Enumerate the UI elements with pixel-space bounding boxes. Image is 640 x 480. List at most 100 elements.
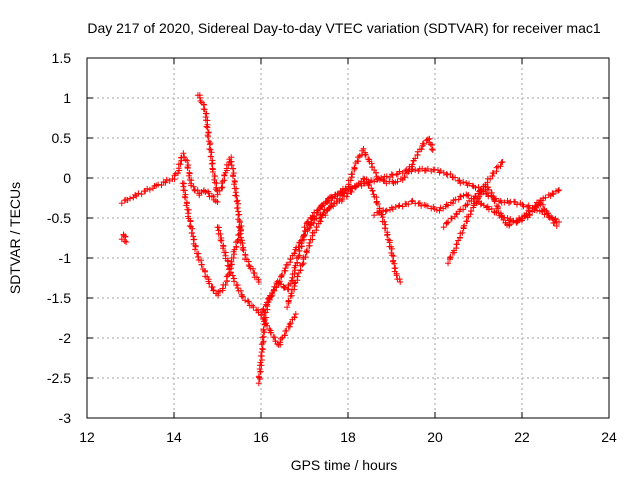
data-point [231,278,238,285]
data-point [388,245,395,252]
data-point [213,184,220,191]
data-point [259,334,266,341]
data-point [329,195,336,202]
data-point [364,180,371,187]
data-point [472,184,479,191]
data-point [452,174,459,181]
tick-label-layer: 12 14 16 18 20 22 24 1.5 1 0.5 0 -0.5 -1 -1.5 -2 -2.5 -3 [47,50,617,445]
data-point [118,236,125,243]
data-point [437,168,444,175]
data-point [245,262,252,269]
data-point [333,198,340,205]
data-point [298,243,305,250]
data-point [203,110,210,117]
data-point [453,210,460,217]
series-track-h [301,165,562,231]
data-point [204,124,211,131]
data-point [339,188,346,195]
data-point [555,187,562,193]
data-point [259,306,266,313]
data-point [445,260,452,267]
data-point [526,208,533,215]
data-point [201,106,208,113]
data-point [348,185,355,192]
data-point [342,187,349,194]
data-point [223,273,230,280]
data-point [182,194,189,201]
data-point [494,205,501,212]
data-point [384,232,391,239]
data-point [355,181,362,188]
data-point [301,224,308,231]
x-axis-label: GPS time / hours [291,457,398,473]
data-point [444,171,451,178]
data-point [539,201,546,208]
data-point [250,304,257,311]
data-point [180,150,187,157]
data-point [192,243,199,250]
series-track-k [445,183,560,267]
data-point [231,181,238,188]
y-tick-label: 0 [63,170,71,186]
x-tick-label: 20 [427,429,443,445]
y-tick-label: -3 [59,410,72,426]
data-point [217,237,224,244]
data-point [229,165,236,172]
data-point [184,165,191,172]
data-point [389,172,396,179]
data-point [257,352,264,359]
data-point [334,191,341,198]
data-point [485,186,492,193]
data-point [394,178,401,185]
data-point [206,145,213,152]
series-track-b [179,180,245,299]
data-point [238,237,245,244]
data-point [369,164,376,171]
x-tick-label: 22 [514,429,530,445]
data-point [198,261,205,268]
data-point [370,191,377,198]
data-point [274,340,281,347]
data-point [465,192,472,199]
data-point [418,146,425,153]
data-point [456,177,463,184]
data-point [371,212,378,219]
data-point [424,165,431,172]
data-point [203,123,210,130]
data-point [260,326,267,333]
y-tick-label: 0.5 [52,130,72,146]
data-point [278,273,285,280]
data-point [218,237,225,244]
data-point [361,151,368,158]
data-point [236,224,243,231]
data-point [238,293,245,300]
data-point [144,185,151,192]
data-point [505,200,512,207]
data-point [181,193,188,200]
data-point [461,222,468,229]
data-point [313,224,320,231]
data-point [291,270,298,277]
data-point [529,204,536,211]
data-point [258,312,264,319]
data-point [260,305,267,312]
data-point [317,218,324,225]
data-point [261,329,268,336]
data-point [211,179,218,186]
data-point [255,380,262,387]
data-point [424,203,431,210]
data-point [287,256,294,263]
data-point [459,229,466,236]
y-tick-label: -2.5 [47,370,71,386]
data-point [374,201,381,208]
data-point [206,280,213,287]
data-point [192,187,199,194]
data-point [257,359,264,366]
data-point [549,190,556,197]
data-point [239,293,246,300]
data-point [127,195,134,202]
data-point [551,219,558,226]
y-tick-label: 1 [63,90,71,106]
data-point [376,176,383,183]
data-point [403,166,410,173]
